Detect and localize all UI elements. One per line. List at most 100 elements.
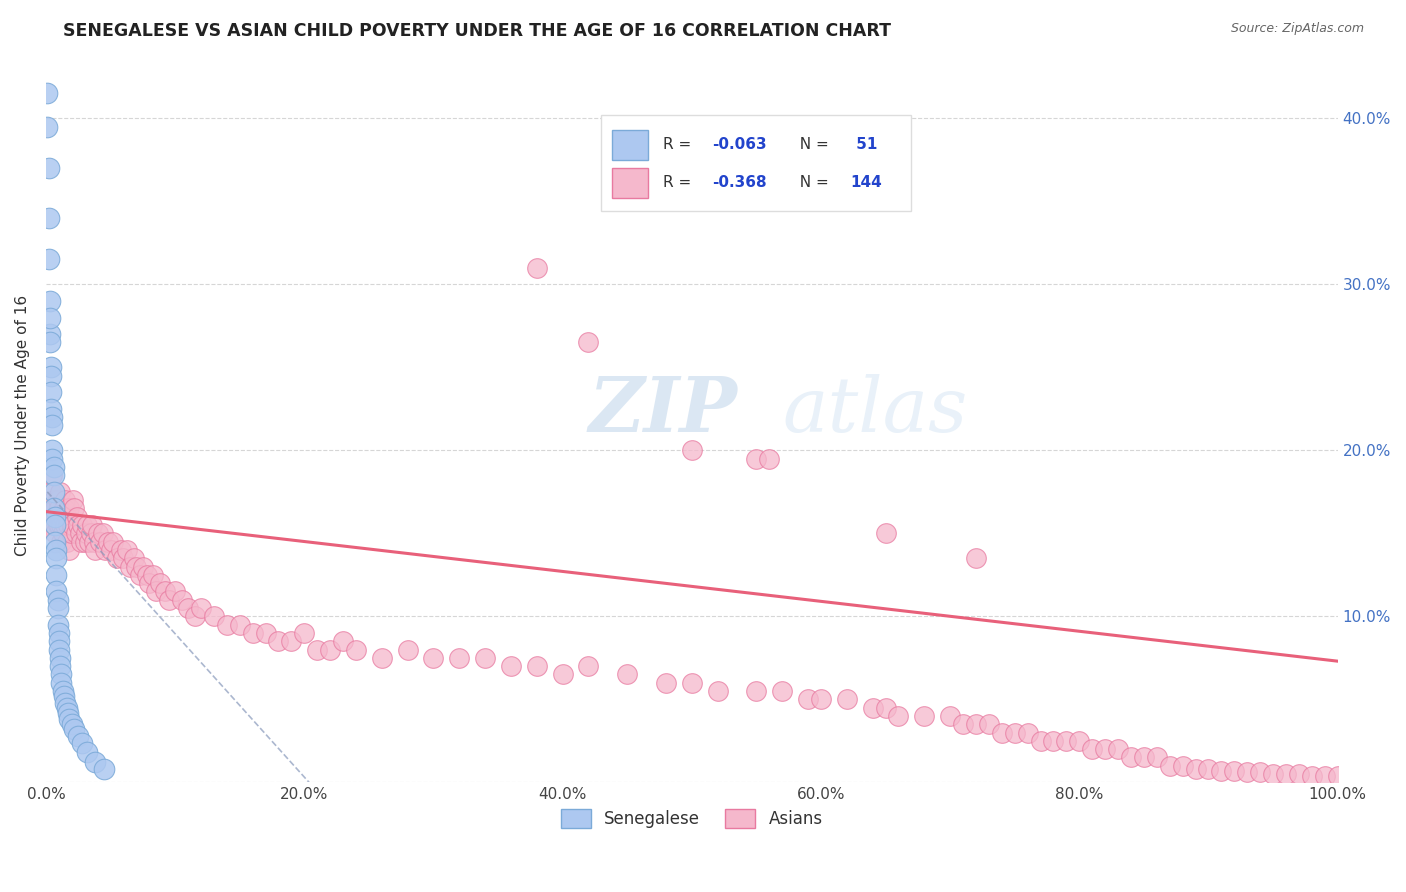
Point	[242, 626, 264, 640]
FancyBboxPatch shape	[602, 115, 911, 211]
Point	[37, 120, 59, 134]
Text: atlas: atlas	[782, 374, 967, 448]
Point	[42, 484, 65, 499]
Point	[319, 642, 342, 657]
Point	[449, 650, 471, 665]
Point	[135, 567, 157, 582]
Point	[52, 509, 75, 524]
Point	[55, 534, 77, 549]
Point	[1261, 767, 1284, 781]
Point	[49, 650, 72, 665]
Point	[45, 509, 67, 524]
Text: ZIP: ZIP	[589, 374, 737, 448]
Point	[835, 692, 858, 706]
Point	[526, 260, 548, 275]
Point	[149, 576, 172, 591]
Point	[45, 551, 67, 566]
Point	[153, 584, 176, 599]
Point	[912, 709, 935, 723]
Bar	[612, 169, 648, 198]
Point	[38, 310, 60, 325]
Point	[77, 534, 100, 549]
Point	[56, 706, 79, 720]
Point	[75, 526, 97, 541]
Point	[797, 692, 820, 706]
Point	[129, 567, 152, 582]
Point	[215, 617, 238, 632]
Point	[56, 518, 79, 533]
Point	[80, 526, 103, 541]
Point	[1054, 734, 1077, 748]
Text: -0.368: -0.368	[713, 175, 768, 190]
Point	[100, 543, 122, 558]
Point	[110, 543, 132, 558]
Point	[101, 534, 124, 549]
Point	[1184, 762, 1206, 776]
Point	[125, 559, 148, 574]
Point	[38, 293, 60, 308]
Point	[1146, 750, 1168, 764]
Point	[60, 717, 83, 731]
Point	[38, 501, 60, 516]
Point	[1133, 750, 1156, 764]
Point	[93, 762, 115, 776]
Point	[42, 459, 65, 474]
Point	[45, 584, 67, 599]
Point	[1107, 742, 1129, 756]
Point	[254, 626, 277, 640]
Point	[38, 327, 60, 342]
Text: N =: N =	[790, 137, 834, 153]
Point	[862, 700, 884, 714]
Point	[48, 501, 70, 516]
Point	[1171, 758, 1194, 772]
Point	[42, 468, 65, 483]
Point	[1004, 725, 1026, 739]
Point	[157, 592, 180, 607]
Point	[578, 659, 600, 673]
Point	[42, 493, 65, 508]
Point	[45, 543, 67, 558]
Point	[41, 509, 63, 524]
Point	[46, 518, 69, 533]
Point	[1223, 764, 1246, 778]
Point	[758, 451, 780, 466]
Point	[44, 534, 66, 549]
Point	[190, 601, 212, 615]
Point	[977, 717, 1000, 731]
Point	[706, 684, 728, 698]
Point	[70, 735, 93, 749]
Point	[1313, 769, 1336, 783]
Point	[48, 626, 70, 640]
Point	[63, 501, 86, 516]
Point	[52, 526, 75, 541]
Point	[292, 626, 315, 640]
Point	[44, 518, 66, 533]
Point	[41, 418, 63, 433]
Point	[474, 650, 496, 665]
Point	[59, 526, 82, 541]
Point	[82, 518, 104, 533]
Point	[1236, 765, 1258, 780]
Point	[41, 451, 63, 466]
Point	[183, 609, 205, 624]
Point	[105, 551, 128, 566]
Point	[965, 551, 987, 566]
Point	[1069, 734, 1091, 748]
Point	[887, 709, 910, 723]
Point	[41, 410, 63, 425]
Point	[44, 501, 66, 516]
Point	[84, 543, 107, 558]
Point	[138, 576, 160, 591]
Point	[344, 642, 367, 657]
Point	[49, 509, 72, 524]
Point	[89, 534, 111, 549]
Point	[53, 493, 76, 508]
Point	[44, 526, 66, 541]
Point	[39, 385, 62, 400]
Text: N =: N =	[790, 175, 834, 190]
Point	[39, 401, 62, 416]
Point	[770, 684, 793, 698]
Point	[58, 501, 80, 516]
Point	[66, 509, 89, 524]
Point	[177, 601, 200, 615]
